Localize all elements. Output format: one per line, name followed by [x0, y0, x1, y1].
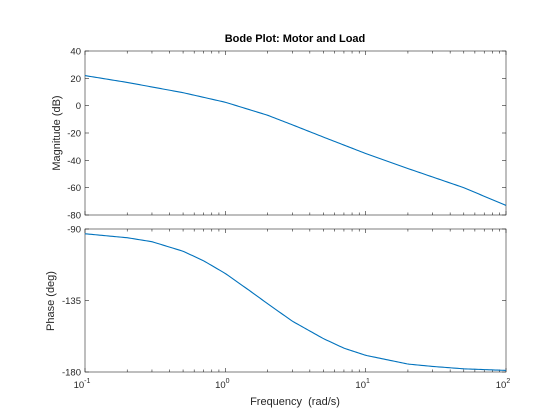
- phase-ytick-label: -90: [67, 225, 81, 236]
- magnitude-ytick-label: 40: [70, 47, 81, 58]
- phase-ylabel: Phase (deg): [45, 271, 57, 331]
- magnitude-ytick-label: -20: [67, 129, 81, 140]
- magnitude-series-line: [84, 75, 507, 206]
- magnitude-ytick-label: -40: [67, 156, 81, 167]
- magnitude-ylabel: Magnitude (dB): [51, 95, 63, 170]
- magnitude-ytick-label: -80: [67, 211, 81, 222]
- x-tick-label: 101: [355, 378, 370, 391]
- phase-ytick-label: -135: [62, 296, 81, 307]
- x-axis-label: Frequency (rad/s): [250, 396, 340, 408]
- phase-series-line: [84, 233, 507, 371]
- magnitude-ytick-label: 0: [76, 101, 81, 112]
- x-tick-label: 102: [496, 378, 511, 391]
- magnitude-axes-box: [84, 50, 507, 216]
- x-tick-label: 10-1: [74, 378, 91, 391]
- magnitude-ytick-label: -60: [67, 183, 81, 194]
- x-tick-label: 100: [215, 378, 230, 391]
- magnitude-axes: 40 20 0 -20 -40 -60 -80: [67, 47, 507, 222]
- chart-title: Bode Plot: Motor and Load: [225, 33, 366, 45]
- phase-axes-box: [84, 228, 507, 373]
- phase-ytick-label: -180: [62, 368, 81, 379]
- magnitude-ytick-label: 20: [70, 74, 81, 85]
